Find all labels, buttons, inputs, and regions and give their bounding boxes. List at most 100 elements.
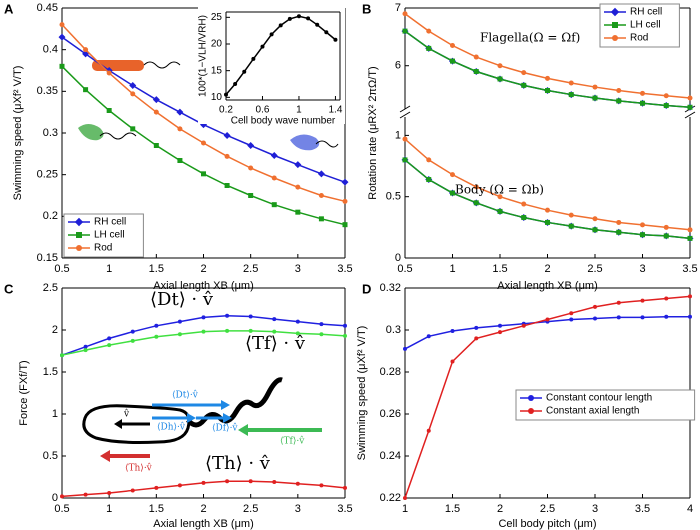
marker xyxy=(497,194,503,200)
x-tick-label: 2.5 xyxy=(587,263,602,275)
x-tick-label: 3 xyxy=(295,503,301,515)
marker xyxy=(315,22,320,27)
y-tick-label: 2.5 xyxy=(43,282,58,294)
marker xyxy=(60,494,64,499)
y-tick-label: 0 xyxy=(395,252,401,264)
inset-background xyxy=(198,6,345,124)
marker xyxy=(242,69,247,74)
marker xyxy=(403,496,407,500)
marker xyxy=(317,170,325,178)
marker xyxy=(664,296,669,301)
annotation: Flagella(Ω = Ωf) xyxy=(480,31,580,45)
marker xyxy=(498,323,502,328)
marker xyxy=(176,108,184,116)
marker xyxy=(201,329,206,334)
marker xyxy=(545,75,550,81)
marker xyxy=(616,229,622,235)
x-tick-label: 2 xyxy=(497,503,503,515)
marker xyxy=(224,92,228,97)
annotation: Body (Ω = Ωb) xyxy=(455,183,544,197)
y-tick-label: 2 xyxy=(52,324,58,336)
marker xyxy=(687,227,693,233)
legend-marker xyxy=(612,35,618,41)
marker xyxy=(83,87,89,93)
marker xyxy=(426,28,432,34)
marker xyxy=(248,479,253,484)
annotation: ⟨Th⟩ · v̂ xyxy=(205,453,271,474)
force-diagram xyxy=(82,377,322,462)
marker xyxy=(426,157,432,163)
marker xyxy=(251,56,256,61)
marker xyxy=(130,126,136,132)
marker xyxy=(272,329,277,334)
rod-cell xyxy=(92,60,144,71)
marker xyxy=(295,481,300,486)
axis-break xyxy=(399,105,696,119)
marker xyxy=(640,232,645,238)
marker xyxy=(177,126,183,132)
annotation: ⟨Tf⟩·v̂ xyxy=(280,436,305,447)
marker xyxy=(521,201,527,207)
marker xyxy=(616,98,622,104)
marker xyxy=(296,14,301,19)
marker xyxy=(521,70,527,76)
x-axis-label: Axial length XB (μm) xyxy=(153,518,253,530)
marker xyxy=(225,479,230,484)
marker xyxy=(426,334,431,339)
y-axis-label: 100*(1−VLH/VRH) xyxy=(198,15,209,97)
marker xyxy=(545,207,550,213)
marker xyxy=(688,314,692,319)
flagellum xyxy=(186,377,283,428)
x-tick-label: 3.5 xyxy=(337,263,352,275)
marker xyxy=(318,216,324,222)
legend-box xyxy=(515,389,696,421)
legend-label: Constant axial length xyxy=(546,406,639,417)
marker xyxy=(450,172,455,178)
marker xyxy=(616,315,621,320)
marker xyxy=(497,76,503,82)
marker xyxy=(295,331,300,336)
flagellum xyxy=(315,140,339,148)
marker xyxy=(59,22,65,28)
marker xyxy=(83,47,89,53)
marker xyxy=(270,152,278,159)
marker xyxy=(640,298,645,303)
marker xyxy=(450,329,455,334)
x-tick-label: 2 xyxy=(200,263,206,275)
marker xyxy=(473,200,479,206)
y-tick-label: 0.3 xyxy=(43,127,58,139)
marker xyxy=(83,344,88,349)
marker xyxy=(474,336,479,341)
y-tick-label: 0.24 xyxy=(380,450,401,462)
y-axis-label: Force (FXf/T) xyxy=(18,360,30,425)
marker xyxy=(201,140,206,146)
marker xyxy=(177,319,182,324)
y-tick-label: 0.25 xyxy=(37,169,58,181)
marker xyxy=(324,30,329,35)
marker xyxy=(278,23,283,28)
legend-label: Rod xyxy=(630,33,648,44)
x-tick-label: 2 xyxy=(200,503,206,515)
marker xyxy=(248,165,254,171)
legend-marker xyxy=(528,395,534,401)
marker xyxy=(130,329,135,334)
marker xyxy=(688,294,692,299)
series-line xyxy=(404,138,691,231)
y-tick-label: 15 xyxy=(211,65,223,76)
annotation: ⟨Dt⟩ · v̂ xyxy=(150,289,214,310)
annotation: ⟨Tf⟩ · v̂ xyxy=(245,333,306,354)
marker xyxy=(568,223,574,229)
marker xyxy=(260,44,265,49)
marker xyxy=(545,317,550,322)
marker xyxy=(224,183,230,188)
marker xyxy=(248,193,254,198)
marker xyxy=(341,178,349,186)
marker xyxy=(319,332,324,337)
x-tick-label: 4 xyxy=(687,503,693,515)
marker xyxy=(224,153,230,159)
marker xyxy=(223,132,231,139)
marker xyxy=(663,233,669,239)
x-tick-label: 1.5 xyxy=(149,503,164,515)
y-tick-label: 0.15 xyxy=(37,252,58,264)
x-axis-label: Cell body wave number xyxy=(231,116,336,127)
